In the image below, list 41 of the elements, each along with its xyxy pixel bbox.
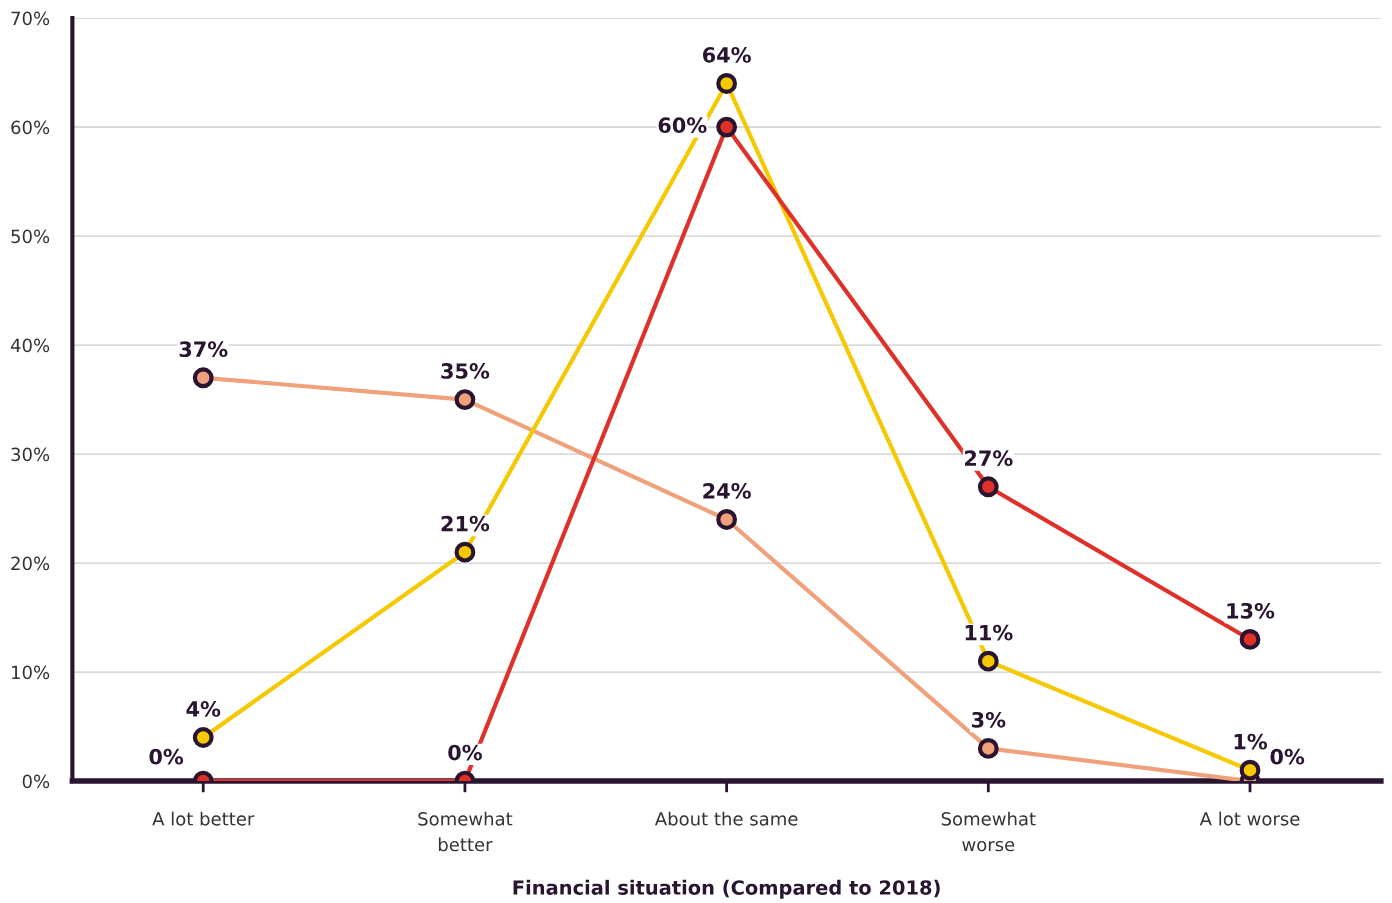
y-tick-label: 30% bbox=[11, 447, 50, 462]
data-label: 3% bbox=[972, 711, 1006, 728]
data-label: 0% bbox=[448, 744, 482, 761]
data-label: 0% bbox=[1270, 748, 1305, 765]
data-label: 37% bbox=[179, 341, 228, 358]
y-tick-label: 70% bbox=[11, 11, 50, 26]
data-label: 13% bbox=[1227, 602, 1275, 619]
data-label: 35% bbox=[441, 363, 490, 379]
data-label: 24% bbox=[703, 483, 751, 499]
data-label: 60% bbox=[658, 117, 707, 134]
data-label: 64% bbox=[702, 47, 751, 63]
data-label: 0% bbox=[149, 748, 184, 765]
point bbox=[716, 73, 738, 94]
data-label: 4% bbox=[186, 701, 221, 717]
point bbox=[977, 650, 999, 672]
y-tick-label: 10% bbox=[12, 665, 50, 680]
x-tick-label: Somewhat better bbox=[418, 811, 513, 852]
point bbox=[977, 476, 999, 498]
y-tick-label: 0% bbox=[22, 774, 50, 789]
point bbox=[192, 727, 214, 748]
data-label: 11% bbox=[965, 624, 1013, 641]
data-label: 1% bbox=[1234, 733, 1268, 750]
point bbox=[716, 509, 738, 530]
point bbox=[192, 367, 214, 389]
y-tick-label: 40% bbox=[10, 338, 50, 353]
point bbox=[454, 541, 476, 563]
y-tick-label: 20% bbox=[11, 556, 50, 571]
point bbox=[1239, 759, 1261, 781]
point bbox=[454, 389, 476, 410]
point bbox=[977, 737, 999, 759]
x-tick-label: A lot worse bbox=[1199, 811, 1300, 826]
x-axis-title: Financial situation (Compared to 2018) bbox=[513, 879, 940, 899]
x-tick-label: Somewhat worse bbox=[941, 811, 1036, 852]
x-tick-label: About the same bbox=[654, 811, 798, 826]
data-label: 27% bbox=[965, 450, 1013, 467]
y-tick-label: 60% bbox=[11, 120, 50, 135]
data-label: 21% bbox=[441, 515, 490, 532]
y-tick-label: 50% bbox=[11, 229, 50, 244]
point bbox=[716, 116, 738, 138]
point bbox=[1239, 628, 1261, 650]
x-tick-label: A lot better bbox=[152, 811, 255, 826]
